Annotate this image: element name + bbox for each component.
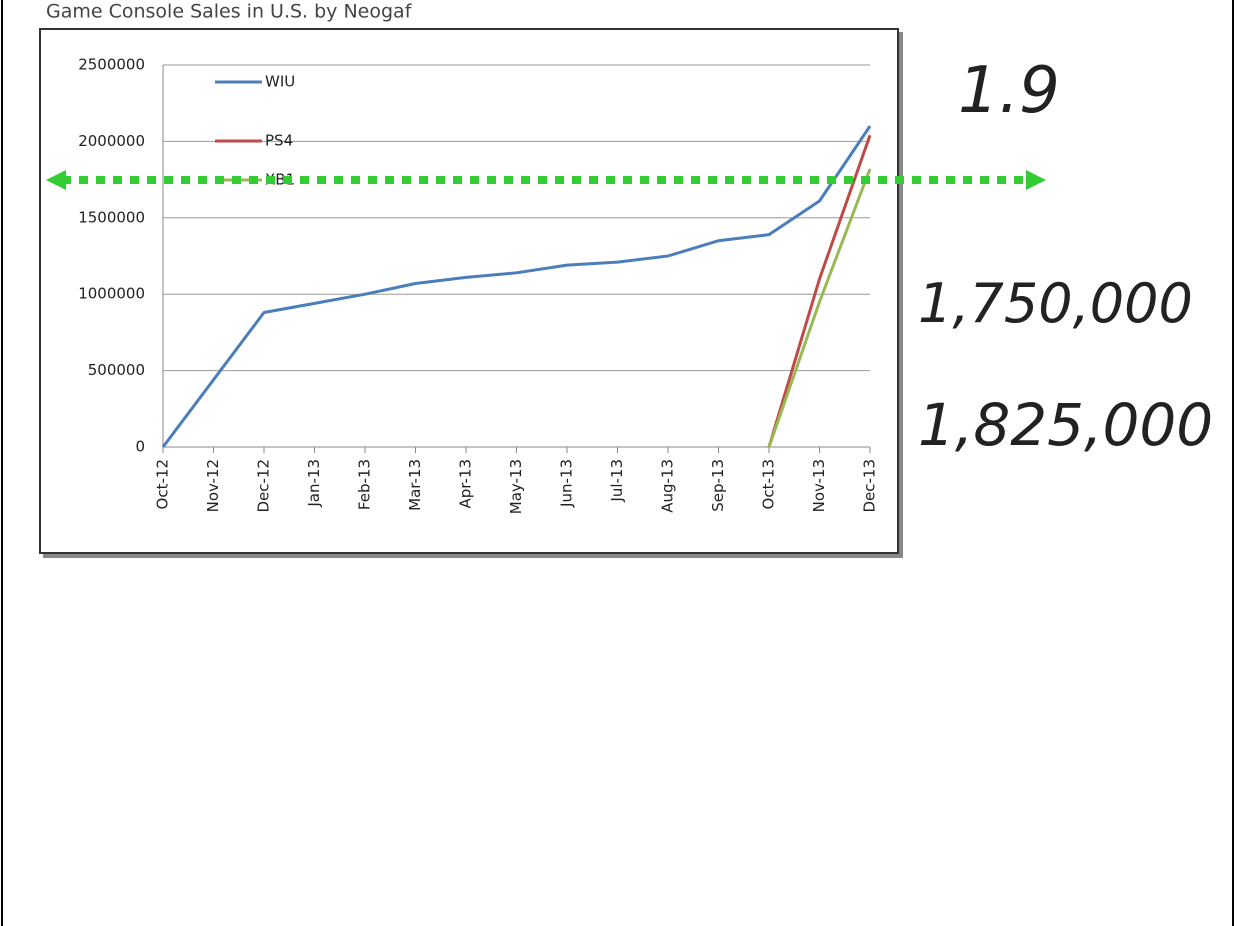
y-tick-label: 1000000 xyxy=(78,285,145,303)
x-tick-label: Apr-13 xyxy=(457,459,475,509)
chart-area xyxy=(39,28,899,554)
x-tick-label: Feb-13 xyxy=(356,459,374,510)
arrow xyxy=(46,170,1046,190)
x-tick-label: Oct-13 xyxy=(760,459,778,509)
legend-label: PS4 xyxy=(265,132,293,150)
x-tick-label: Jul-13 xyxy=(608,459,626,503)
series-line xyxy=(767,134,872,448)
annotation: 1,750,000 xyxy=(918,272,1193,335)
x-tick-label: Oct-12 xyxy=(154,459,172,509)
x-tick-label: Sep-13 xyxy=(709,459,727,512)
y-tick-label: 500000 xyxy=(88,361,145,379)
chart-title: Game Console Sales in U.S. by Neogaf xyxy=(46,1,413,23)
x-tick-label: Aug-13 xyxy=(659,459,677,513)
x-tick-label: Dec-13 xyxy=(861,459,879,513)
arrow-head-right xyxy=(1026,170,1046,190)
series-line xyxy=(161,125,872,448)
x-tick-label: Mar-13 xyxy=(406,459,424,511)
y-tick-label: 2000000 xyxy=(78,132,145,150)
x-tick-label: Jun-13 xyxy=(558,459,576,508)
x-tick-label: Nov-13 xyxy=(810,459,828,512)
annotation: 1,825,000 xyxy=(918,391,1213,459)
arrow-head-left xyxy=(46,170,66,190)
x-tick-label: Nov-12 xyxy=(204,459,222,512)
annotation: 1.9 xyxy=(958,54,1060,128)
y-tick-label: 0 xyxy=(135,438,145,456)
y-tick-label: 1500000 xyxy=(78,208,145,226)
x-tick-label: Dec-12 xyxy=(255,459,273,513)
series-line xyxy=(767,168,872,448)
x-tick-label: Jan-13 xyxy=(305,459,323,508)
y-tick-label: 2500000 xyxy=(78,56,145,74)
legend-label: WIU xyxy=(265,73,295,91)
x-tick-label: May-13 xyxy=(507,459,525,514)
